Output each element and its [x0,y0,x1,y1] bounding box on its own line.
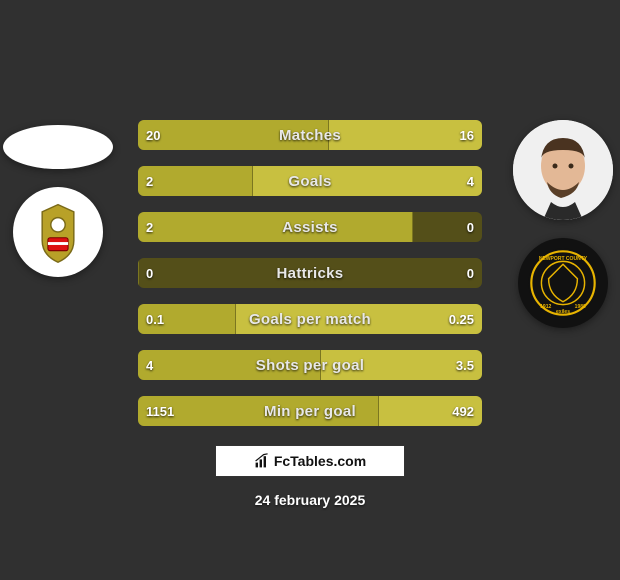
infographic-root: Broadbent vs Aaron Wildig Club competiti… [0,0,620,580]
player1-column [0,110,115,277]
stat-bar-left [138,350,321,380]
svg-text:exiles: exiles [556,309,570,315]
chart-icon [254,453,270,469]
stat-bar-right [236,304,482,334]
stat-bar-right [321,350,482,380]
stat-bar-row: Hattricks0 0 [138,258,482,288]
player2-club-badge: NEWPORT COUNTY 1912 1989 exiles [518,238,608,328]
stat-bar-row: Goals24 [138,166,482,196]
player1-photo [3,125,113,169]
stat-bars: Matches2016Goals24Assists20Hattricks00Go… [138,120,482,442]
stat-bar-row: Assists20 [138,212,482,242]
stat-bar-left [138,258,139,288]
svg-text:1912: 1912 [540,304,551,310]
club1-icon [22,196,94,268]
stat-bar-left [138,212,413,242]
stat-value-left: 0 [138,258,161,288]
footer-brand-box: FcTables.com [215,445,405,477]
date-text: 24 february 2025 [0,492,620,508]
footer-brand-text: FcTables.com [274,453,366,469]
stat-bar-right [253,166,482,196]
stat-bar-row: Goals per match0.10.25 [138,304,482,334]
player2-column: NEWPORT COUNTY 1912 1989 exiles [505,110,620,328]
player2-face-icon [513,120,613,220]
player2-photo [513,120,613,220]
stat-bar-right [329,120,482,150]
stat-bar-right [379,396,482,426]
svg-text:NEWPORT COUNTY: NEWPORT COUNTY [538,256,587,262]
club2-icon: NEWPORT COUNTY 1912 1989 exiles [527,247,599,319]
stat-bar-left [138,166,253,196]
stat-bar-row: Matches2016 [138,120,482,150]
stat-bar-left [138,304,236,334]
stat-value-right: 0 [459,258,482,288]
stat-bar-left [138,396,379,426]
stat-bar-left [138,120,329,150]
stat-value-right: 0 [459,212,482,242]
player1-club-badge [13,187,103,277]
stat-label: Hattricks [138,258,482,288]
svg-text:1989: 1989 [574,304,585,310]
comparison-area: NEWPORT COUNTY 1912 1989 exiles Matches2… [0,110,620,450]
stat-bar-row: Shots per goal43.5 [138,350,482,380]
stat-bar-row: Min per goal1151492 [138,396,482,426]
